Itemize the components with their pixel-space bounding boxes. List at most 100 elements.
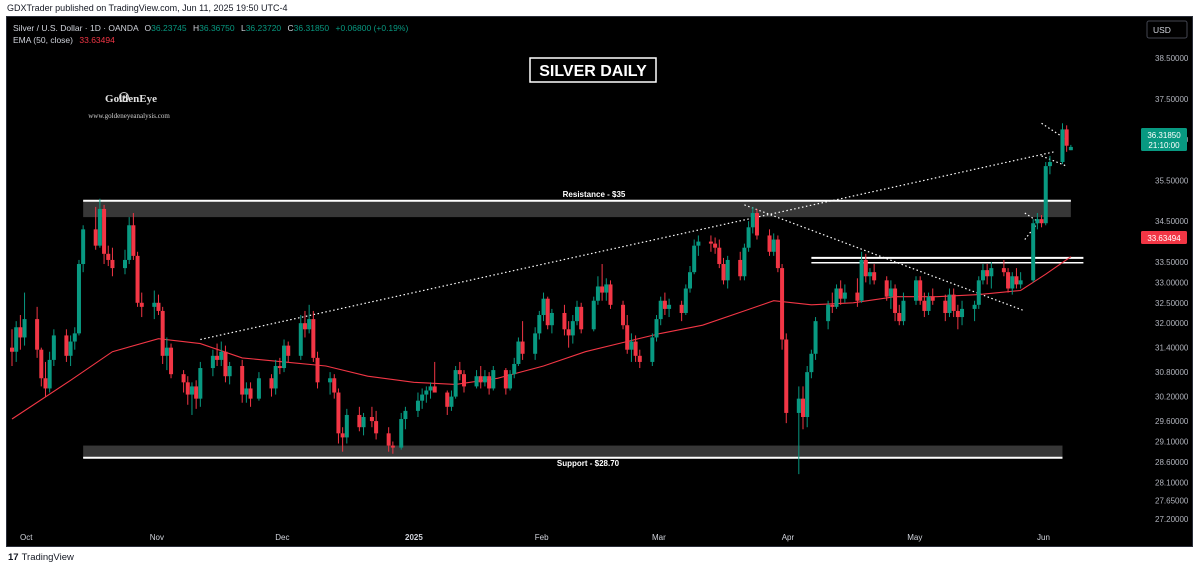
currency-button[interactable]: USD <box>1146 20 1188 39</box>
candle-body <box>688 272 692 289</box>
candle-body <box>872 272 877 281</box>
candle-body <box>223 351 228 377</box>
price-tick-label: 32.50000 <box>1155 299 1189 308</box>
legend: Silver / U.S. Dollar · 1D · OANDA O36.23… <box>13 23 408 45</box>
time-tick-label: 2025 <box>405 533 423 542</box>
legend-h-label: H <box>193 23 199 33</box>
legend-row-ema: EMA (50, close) 33.63494 <box>13 35 115 45</box>
legend-ema-value: 33.63494 <box>79 35 115 45</box>
candle-body <box>901 300 906 322</box>
candle-body <box>621 304 626 326</box>
time-tick-label: Apr <box>782 533 795 542</box>
candle-body <box>189 386 194 395</box>
candle-body <box>591 300 596 330</box>
candle-body <box>72 333 77 342</box>
candle-body <box>604 284 609 293</box>
candle-body <box>282 345 287 369</box>
candle-body <box>110 259 115 269</box>
candle-body <box>679 304 684 313</box>
currency-label[interactable]: USD <box>1153 25 1171 35</box>
legend-change: +0.06800 (+0.19%) <box>336 23 409 33</box>
legend-l-label: L <box>241 23 246 33</box>
last-price-value: 36.31850 <box>1147 131 1181 140</box>
time-tick-label: Jun <box>1037 533 1050 542</box>
publish-header: GDXTrader published on TradingView.com, … <box>0 0 1200 16</box>
trendline <box>1024 222 1038 240</box>
candle-body <box>692 245 697 273</box>
candle-body <box>18 327 23 338</box>
trendlines-layer <box>200 122 1067 341</box>
price-tick-label: 29.10000 <box>1155 437 1189 446</box>
candle-body <box>897 312 902 322</box>
candle-body <box>361 417 366 428</box>
legend-o-value: 36.23745 <box>151 23 187 33</box>
candle-body <box>859 259 864 301</box>
candle-body <box>951 294 956 311</box>
candle-body <box>914 280 918 301</box>
price-tick-label: 30.80000 <box>1155 368 1189 377</box>
trendline <box>200 151 1055 341</box>
price-tick-label: 32.00000 <box>1155 319 1189 328</box>
candle-body <box>35 319 40 350</box>
candle-body <box>738 259 743 277</box>
candle-body <box>972 304 977 309</box>
price-tick-label: 38.50000 <box>1155 54 1189 63</box>
candle-body <box>269 378 274 389</box>
candle-body <box>838 288 843 299</box>
candle-body <box>985 270 990 277</box>
candle-body <box>780 268 785 340</box>
candle-body <box>893 288 898 313</box>
candle-body <box>608 284 613 305</box>
candle-body <box>478 376 483 383</box>
candle-body <box>227 366 232 377</box>
candle-body <box>277 366 282 369</box>
zone-rect <box>83 445 1063 458</box>
candle-body <box>888 288 893 297</box>
candle-body <box>386 433 391 446</box>
candle-body <box>135 255 140 303</box>
candle-body <box>432 386 437 393</box>
time-axis[interactable]: Oct Nov Dec 2025 Feb Mar Apr May Jun <box>20 533 1050 542</box>
candle-body <box>537 315 542 334</box>
footer: 17 TradingView <box>0 547 1200 568</box>
candle-body <box>332 378 337 393</box>
candle-body <box>545 298 550 326</box>
candle-body <box>629 341 634 350</box>
price-axis[interactable]: 27.20000 27.65000 28.10000 28.60000 29.10000… <box>1155 54 1189 524</box>
candle-body <box>989 268 994 277</box>
candle-body <box>240 366 245 395</box>
candle-body <box>980 270 985 281</box>
candle-body <box>650 337 655 362</box>
candle-body <box>600 286 605 293</box>
trendline <box>1024 212 1038 222</box>
legend-l-value: 36.23720 <box>246 23 282 33</box>
legend-o-label: O <box>145 23 152 33</box>
candle-body <box>1031 223 1036 281</box>
chart-title: SILVER DAILY <box>539 63 647 80</box>
countdown-value: 21:10:00 <box>1148 141 1180 150</box>
time-tick-label: Dec <box>275 533 289 542</box>
candle-body <box>344 414 349 438</box>
candle-body <box>667 304 672 309</box>
candlestick-chart[interactable]: Silver / U.S. Dollar · 1D · OANDA O36.23… <box>7 17 1193 547</box>
ema-line <box>11 256 1072 420</box>
candle-body <box>503 370 508 389</box>
tradingview-logo[interactable]: 17 TradingView <box>8 552 74 563</box>
candle-body <box>491 370 496 389</box>
candle-body <box>131 225 136 256</box>
candle-body <box>14 327 19 352</box>
candle-body <box>403 410 408 420</box>
legend-row-ohlc: Silver / U.S. Dollar · 1D · OANDA O36.23… <box>13 23 408 33</box>
candle-body <box>152 302 157 307</box>
candle-body <box>445 392 450 407</box>
candle-body <box>424 390 429 395</box>
candle-body <box>549 312 554 326</box>
candle-body <box>1043 166 1048 224</box>
price-tick-label: 37.50000 <box>1155 95 1189 104</box>
ema-badge: 33.63494 <box>1141 231 1187 244</box>
candle-body <box>805 372 810 418</box>
candle-body <box>662 300 667 309</box>
candle-body <box>374 421 379 434</box>
candle-body <box>428 386 433 391</box>
candle-body <box>76 264 81 334</box>
